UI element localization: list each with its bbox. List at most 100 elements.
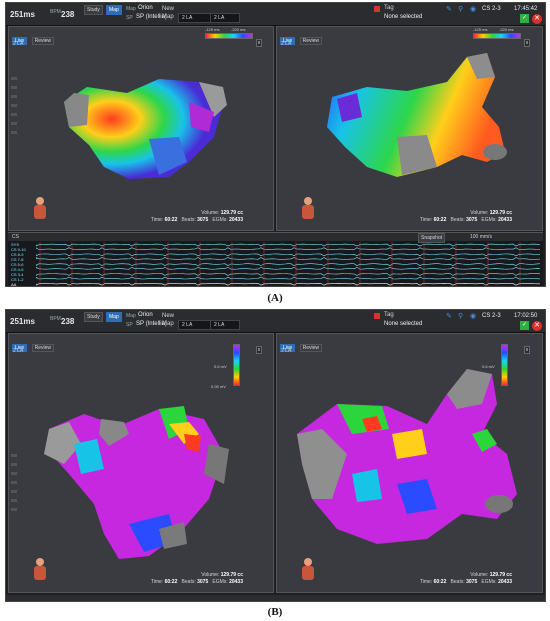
la-activation-mesh-right[interactable] (277, 27, 543, 231)
tag-selection[interactable]: None selected (384, 321, 423, 327)
stop-icon[interactable] (374, 313, 380, 319)
close-icon[interactable]: ✕ (532, 321, 542, 331)
reset-view-button[interactable]: Ⅱ (524, 39, 530, 47)
egm-trace-line (36, 253, 541, 257)
snapshot-button[interactable]: Snapshot (418, 233, 446, 243)
la-voltage-mesh-left[interactable] (9, 334, 274, 593)
caption-b: (B) (267, 606, 283, 618)
map-select-2[interactable]: 2 LA (210, 13, 240, 23)
time-label: Time: (419, 217, 433, 223)
tag-label[interactable]: Tag (384, 5, 394, 11)
sweep-speed[interactable]: 100 mm/s (470, 234, 492, 240)
tab-review[interactable]: Review (31, 344, 55, 352)
stop-icon[interactable] (374, 6, 380, 12)
egms-value: 20433 (498, 217, 512, 223)
map-view-right[interactable]: Live Review 2 LA -125 ms -220 ms Ⅱ (276, 26, 543, 231)
beats-value: 3075 (197, 217, 209, 223)
egm-channel-label: CS 4-5 (11, 267, 24, 272)
volume-label: Volume: (470, 210, 489, 216)
map-toggle[interactable]: Map (106, 312, 122, 322)
map-view-left[interactable]: Live Review 2 LA -125 ms -220 ms Ⅱ (8, 26, 274, 231)
patient-torso-icon[interactable] (31, 556, 49, 582)
sp-name[interactable]: SP (Intellia) (136, 14, 167, 20)
map-select[interactable]: 2 LA (178, 13, 214, 23)
legend-high: 0.6 mV (214, 364, 227, 369)
reset-view-button[interactable]: Ⅱ (256, 346, 262, 354)
egm-trace-line (36, 257, 541, 260)
pencil-icon[interactable]: ✎ (446, 313, 452, 320)
new-map-button-label[interactable]: Map (162, 14, 174, 20)
pin-icon[interactable]: ⚲ (458, 6, 464, 13)
map-select-2[interactable]: 2 LA (210, 320, 240, 330)
la-voltage-mesh-right[interactable] (277, 334, 543, 593)
volume-value: 129.79 cc (489, 572, 512, 578)
tag-selection[interactable]: None selected (384, 14, 423, 20)
main-toolbar: 251ms BPM 238 Study Map Map Orion SP SP … (6, 310, 545, 333)
bpm-label: BPM (50, 9, 61, 15)
new-map-button-label[interactable]: Map (162, 321, 174, 327)
eye-icon[interactable]: ◉ (470, 313, 477, 320)
la-activation-mesh-left[interactable] (9, 27, 274, 231)
study-button[interactable]: Study (84, 312, 103, 322)
volume-value: 129.79 cc (220, 572, 243, 578)
egm-trace-line (36, 263, 541, 266)
check-icon[interactable]: ✓ (520, 321, 529, 330)
new-map-button[interactable]: New (162, 313, 175, 319)
patient-torso-icon[interactable] (31, 195, 49, 221)
map-view-left[interactable]: Live Review 2 LA 0.6 mV 0.05 mV Ⅱ Volume… (8, 333, 274, 593)
bpm-value: 238 (61, 10, 75, 19)
eye-icon[interactable]: ◉ (470, 6, 477, 13)
tag-label[interactable]: Tag (384, 312, 394, 318)
sp-prefix: SP (126, 15, 133, 21)
bottom-status-strip (6, 595, 545, 601)
legend-low: 0.05 mV (211, 384, 226, 389)
map-name[interactable]: Orion (138, 312, 153, 318)
egm-strip[interactable]: CS Snapshot 100 mm/s SYS CS 9-10 CS 8-9 … (8, 232, 543, 286)
egm-channel-label: CS 9-10 (11, 247, 26, 252)
egm-header: CS Snapshot 100 mm/s (8, 233, 543, 243)
side-tick-strip (11, 454, 19, 517)
egm-channel-label: CS 7-8 (11, 257, 24, 262)
time-label: Time: (150, 579, 164, 585)
map-select[interactable]: 2 LA (178, 320, 214, 330)
time-value: 60:22 (164, 579, 178, 585)
egm-channel-label: CS 8-9 (11, 252, 24, 257)
pencil-icon[interactable]: ✎ (446, 6, 452, 13)
tab-live[interactable]: Live (280, 344, 296, 352)
volume-label: Volume: (201, 572, 220, 578)
study-button[interactable]: Study (84, 5, 103, 15)
new-map-button[interactable]: New (162, 6, 175, 12)
check-icon[interactable]: ✓ (520, 14, 529, 23)
reset-view-button[interactable]: Ⅱ (256, 39, 262, 47)
pin-icon[interactable]: ⚲ (458, 313, 464, 320)
volume-label: Volume: (470, 572, 489, 578)
map-toggle[interactable]: Map (106, 5, 122, 15)
channel-select[interactable]: CS 2-3 (482, 313, 501, 319)
egm-trace-line (36, 273, 541, 276)
panel-b-voltage-map: 251ms BPM 238 Study Map Map Orion SP SP … (5, 309, 546, 602)
tab-live[interactable]: Live (280, 37, 296, 45)
map-name[interactable]: Orion (138, 5, 153, 11)
egm-trace-line (36, 266, 541, 270)
sp-name[interactable]: SP (Intellia) (136, 321, 167, 327)
close-icon[interactable]: ✕ (532, 14, 542, 24)
egm-group-label[interactable]: CS (12, 234, 19, 240)
tab-review[interactable]: Review (299, 344, 323, 352)
map-view-right[interactable]: Live Review 2 LA 0.6 mV 0.05 mV Ⅱ Volume… (276, 333, 543, 593)
activation-legend-bar (473, 33, 521, 39)
map-name-label: 2 LA (281, 41, 292, 47)
egms-label: EGMs: (212, 217, 228, 223)
volume-value: 129.79 cc (220, 210, 243, 216)
egms-value: 20433 (498, 579, 512, 585)
reset-view-button[interactable]: Ⅱ (524, 346, 530, 354)
patient-torso-icon[interactable] (299, 195, 317, 221)
tab-live[interactable]: Live (12, 37, 28, 45)
tab-live[interactable]: Live (12, 344, 28, 352)
tab-review[interactable]: Review (299, 37, 323, 45)
channel-select[interactable]: CS 2-3 (482, 6, 501, 12)
patient-torso-icon[interactable] (299, 556, 317, 582)
tab-review[interactable]: Review (31, 37, 55, 45)
egm-channel-label: CS 5-6 (11, 262, 24, 267)
egm-trace-line (36, 282, 540, 286)
egm-traces[interactable] (36, 242, 541, 286)
